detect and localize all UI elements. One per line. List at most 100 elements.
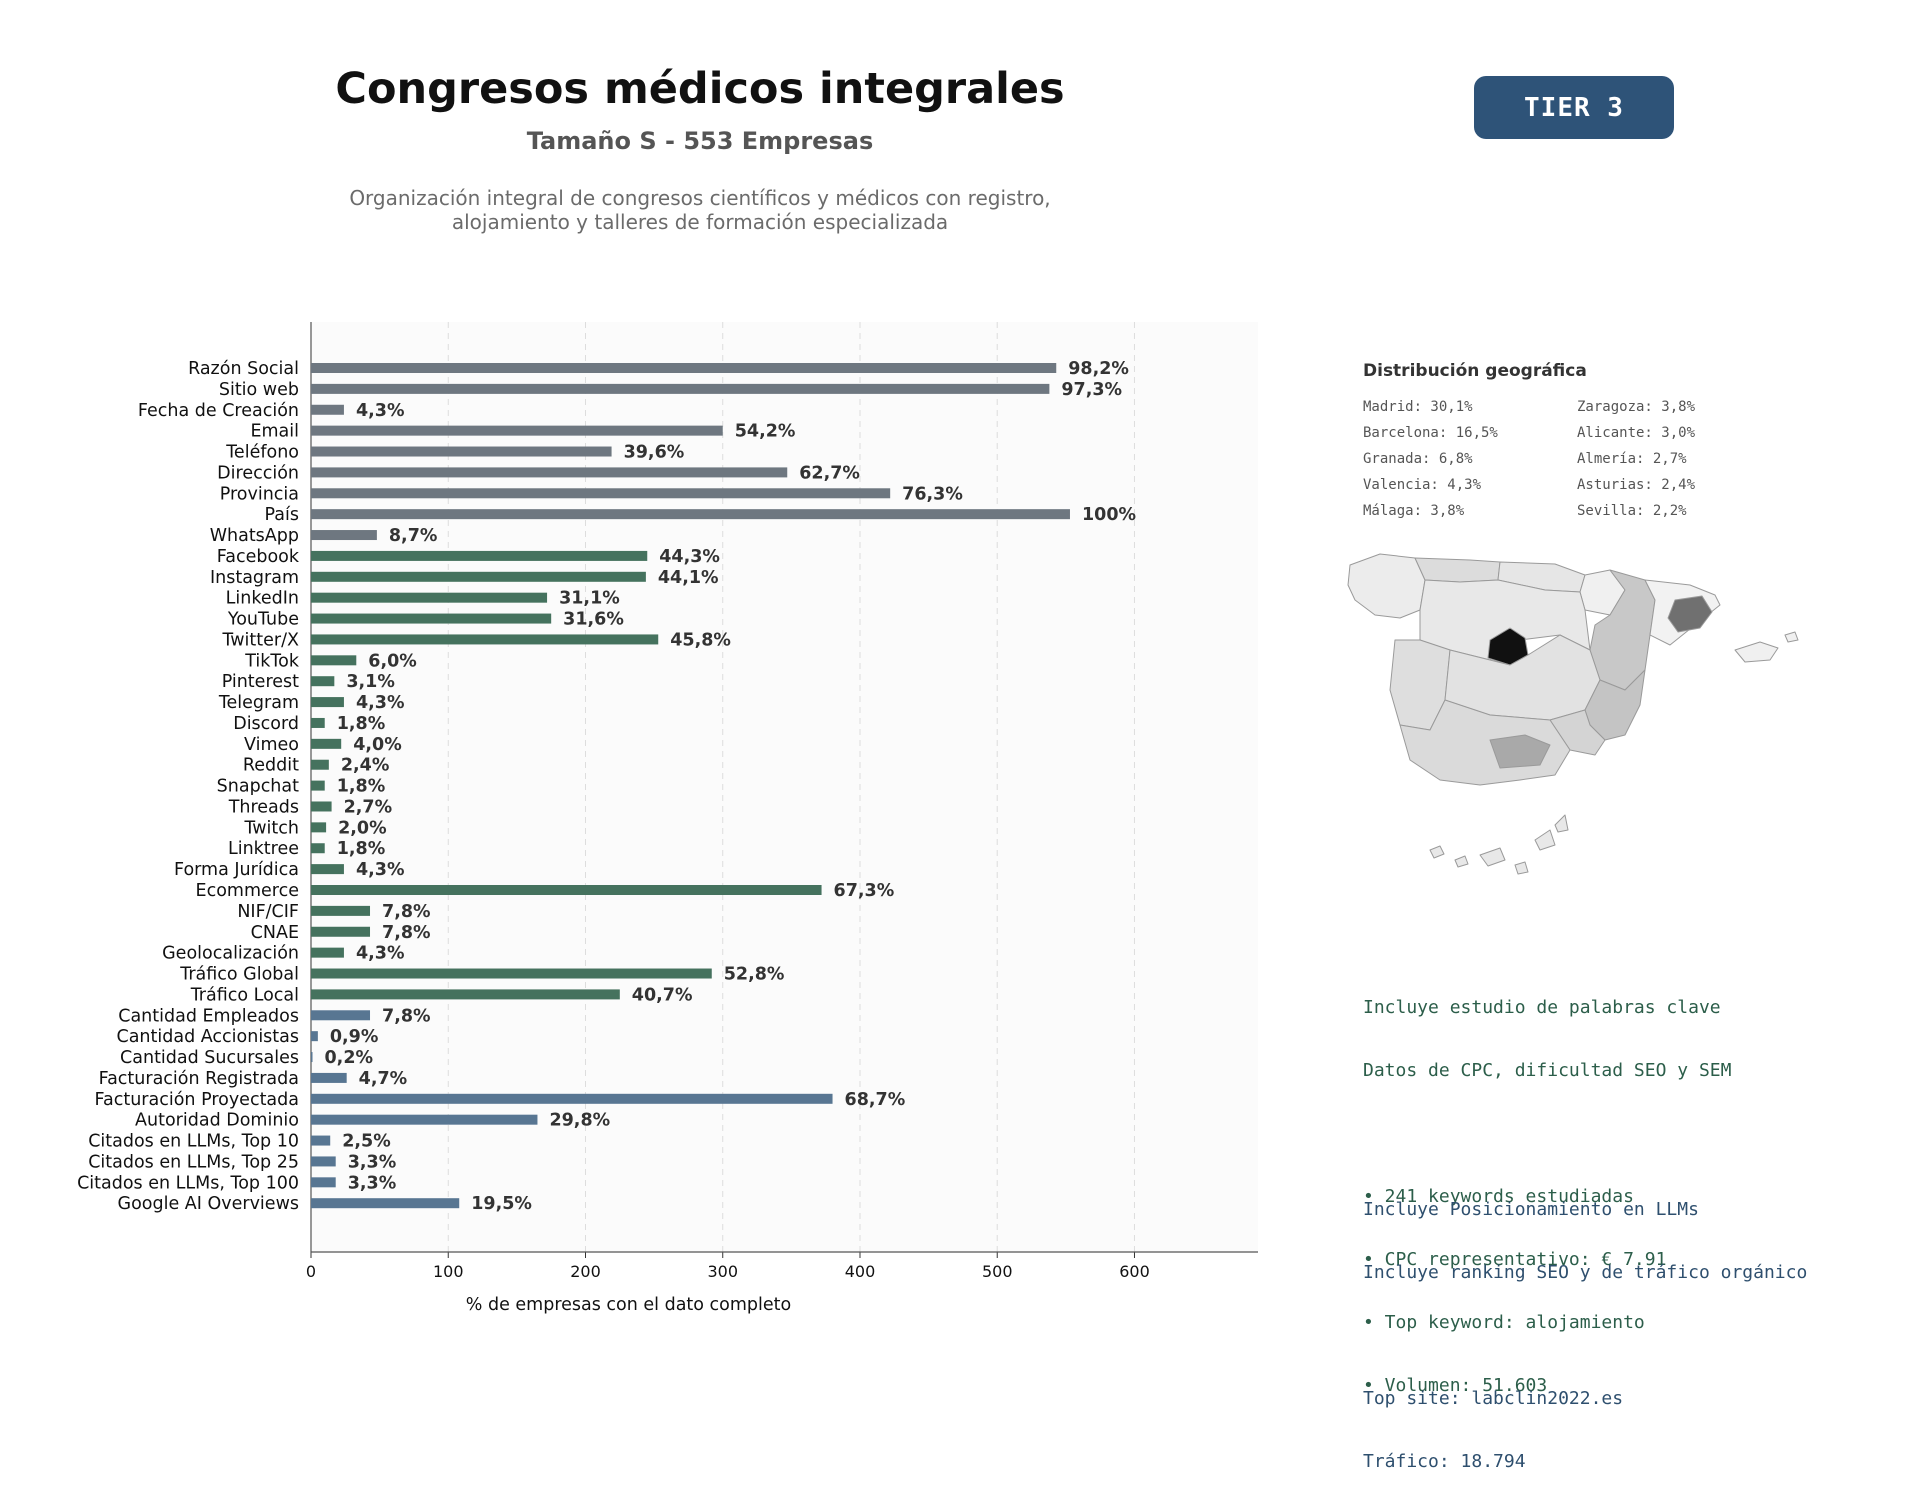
data-label: 68,7% bbox=[845, 1090, 906, 1110]
bar bbox=[311, 738, 342, 749]
y-tick-label: Geolocalización bbox=[162, 944, 299, 964]
geo-item: Alicante: 3,0% bbox=[1577, 425, 1696, 441]
y-tick-label: Threads bbox=[228, 797, 299, 817]
y-tick-label: Citados en LLMs, Top 10 bbox=[88, 1132, 299, 1152]
bar bbox=[311, 1135, 331, 1146]
page-title: Congresos médicos integrales bbox=[335, 64, 1065, 114]
data-label: 40,7% bbox=[632, 985, 693, 1005]
y-tick-label: Email bbox=[250, 422, 299, 442]
bar bbox=[311, 1010, 371, 1021]
y-tick-label: Cantidad Accionistas bbox=[116, 1027, 299, 1047]
data-label: 3,3% bbox=[348, 1173, 397, 1193]
bar bbox=[311, 1177, 336, 1188]
y-tick-label: Linktree bbox=[228, 839, 299, 859]
data-label: 1,8% bbox=[337, 839, 386, 859]
llm-info-block: Incluye Posicionamiento en LLMs Incluye … bbox=[1363, 1157, 1807, 1493]
bar bbox=[311, 1052, 313, 1063]
bar bbox=[311, 822, 327, 833]
data-label: 4,3% bbox=[356, 693, 405, 713]
spain-province-map bbox=[1347, 553, 1799, 875]
y-tick-label: WhatsApp bbox=[210, 526, 299, 546]
bar bbox=[311, 488, 891, 499]
y-tick-label: YouTube bbox=[227, 610, 299, 630]
data-label: 7,8% bbox=[382, 923, 431, 943]
bar bbox=[311, 885, 822, 895]
x-tick-label: 300 bbox=[707, 1262, 738, 1281]
y-tick-label: Sitio web bbox=[219, 380, 299, 400]
bar bbox=[311, 404, 344, 415]
data-label: 2,0% bbox=[338, 818, 387, 838]
bar bbox=[311, 1072, 347, 1083]
bar bbox=[311, 864, 344, 875]
data-label: 29,8% bbox=[549, 1111, 610, 1131]
data-label: 1,8% bbox=[337, 714, 386, 734]
geo-item: Granada: 6,8% bbox=[1363, 451, 1473, 467]
data-label: 19,5% bbox=[471, 1194, 532, 1214]
geo-item: Barcelona: 16,5% bbox=[1363, 425, 1498, 441]
data-label: 4,7% bbox=[359, 1069, 408, 1089]
seo-bullet: • CPC representativo: € 7.91 bbox=[1363, 1249, 1667, 1270]
data-label: 39,6% bbox=[624, 443, 685, 463]
data-label: 2,4% bbox=[341, 756, 390, 776]
bar bbox=[311, 989, 620, 1000]
geo-item: Zaragoza: 3,8% bbox=[1577, 399, 1696, 415]
bar bbox=[311, 613, 552, 624]
geo-distribution-title: Distribución geográfica bbox=[1363, 361, 1587, 381]
x-axis-title: % de empresas con el dato completo bbox=[466, 1295, 791, 1315]
bar bbox=[311, 697, 344, 708]
bar bbox=[311, 968, 712, 979]
y-tick-label: Twitch bbox=[243, 818, 299, 838]
bar bbox=[311, 676, 335, 687]
page-subtitle: Tamaño S - 553 Empresas bbox=[526, 127, 874, 155]
bar bbox=[311, 530, 377, 541]
x-tick-label: 600 bbox=[1119, 1262, 1150, 1281]
data-label: 2,5% bbox=[342, 1132, 391, 1152]
data-label: 31,1% bbox=[559, 589, 620, 609]
description-line-1: Organización integral de congresos cient… bbox=[349, 186, 1051, 210]
y-tick-label: Forma Jurídica bbox=[174, 860, 299, 880]
bar bbox=[311, 571, 646, 582]
plot-area bbox=[311, 322, 1258, 1252]
bar bbox=[311, 363, 1057, 373]
seo-line-1: Incluye estudio de palabras clave bbox=[1363, 997, 1721, 1018]
geo-item: Asturias: 2,4% bbox=[1577, 477, 1696, 493]
bar bbox=[311, 759, 329, 770]
y-tick-label: Telegram bbox=[218, 693, 299, 713]
bar bbox=[311, 383, 1050, 394]
y-tick-label: Twitter/X bbox=[221, 630, 299, 650]
geo-item: Valencia: 4,3% bbox=[1363, 477, 1482, 493]
data-label: 52,8% bbox=[724, 965, 785, 985]
y-tick-label: Facebook bbox=[217, 547, 300, 567]
y-tick-label: Ecommerce bbox=[196, 881, 299, 901]
bar bbox=[311, 1093, 833, 1104]
bar bbox=[311, 592, 548, 603]
data-label: 7,8% bbox=[382, 1006, 431, 1026]
geo-item: Madrid: 30,1% bbox=[1363, 399, 1473, 415]
seo-info-block: Incluye estudio de palabras clave Datos … bbox=[1363, 955, 1731, 1417]
y-tick-label: Vimeo bbox=[244, 735, 299, 755]
data-label: 3,1% bbox=[346, 672, 395, 692]
bar bbox=[311, 509, 1070, 520]
y-tick-label: CNAE bbox=[251, 923, 299, 943]
y-tick-label: LinkedIn bbox=[226, 589, 299, 609]
x-tick-label: 500 bbox=[982, 1262, 1013, 1281]
data-label: 44,1% bbox=[658, 568, 719, 588]
bar bbox=[311, 446, 612, 457]
data-label: 0,9% bbox=[330, 1027, 379, 1047]
seo-bullet: • 241 keywords estudiadas bbox=[1363, 1186, 1634, 1207]
map-region-barcelona bbox=[1667, 595, 1713, 633]
x-tick-label: 100 bbox=[433, 1262, 464, 1281]
data-label: 76,3% bbox=[902, 484, 963, 504]
bar bbox=[311, 1031, 318, 1042]
y-tick-label: Tráfico Local bbox=[190, 985, 299, 1005]
y-tick-label: Citados en LLMs, Top 25 bbox=[88, 1152, 299, 1172]
bar bbox=[311, 655, 357, 666]
bar bbox=[311, 1156, 336, 1167]
bar bbox=[311, 550, 648, 561]
data-label: 1,8% bbox=[337, 777, 386, 797]
bar bbox=[311, 425, 723, 436]
llm-line-2: Incluye ranking SEO y de tráfico orgánic… bbox=[1363, 1262, 1808, 1283]
top-site: Top site: labclin2022.es bbox=[1363, 1388, 1624, 1409]
data-label: 4,3% bbox=[356, 944, 405, 964]
data-label: 4,3% bbox=[356, 860, 405, 880]
